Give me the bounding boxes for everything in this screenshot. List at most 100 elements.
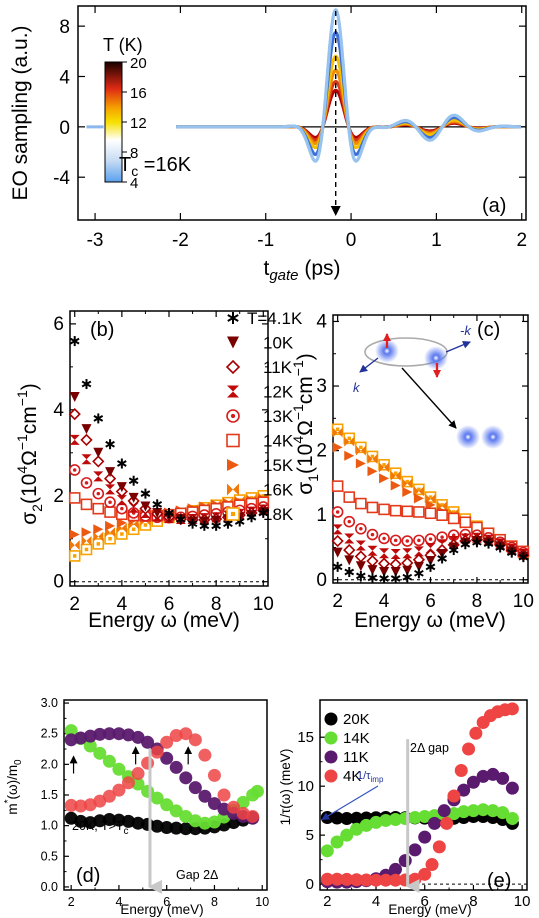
- point-18K-dot: [84, 547, 89, 552]
- cartoon-k-arrow: [359, 357, 379, 373]
- point-14K: [447, 512, 460, 525]
- y-tick-label: 4: [316, 311, 327, 332]
- point-T=4.1K: [175, 516, 186, 523]
- point-15K: [81, 527, 92, 538]
- point-4K: [179, 727, 193, 741]
- point-4K: [141, 756, 155, 770]
- legend-marker-0: [227, 314, 239, 322]
- point-12K: [355, 540, 366, 551]
- point-T=4.1K: [199, 522, 210, 530]
- point-18K-dot: [131, 527, 136, 532]
- point-11K: [476, 769, 490, 783]
- point-4K: [454, 764, 468, 778]
- point-16K: [413, 486, 424, 497]
- point-4.1K: [425, 563, 436, 571]
- point-4.1K: [332, 563, 343, 571]
- x-tick-label: 6: [164, 594, 175, 615]
- point-11K: [398, 854, 412, 868]
- point-13K-dot: [120, 506, 124, 511]
- colorbar-ticks: 4 8 12 16 20: [122, 55, 147, 192]
- point-15K: [425, 499, 436, 510]
- point-14K: [505, 812, 519, 826]
- point-14K: [198, 816, 212, 830]
- panel-c-ticks: 2 4 6 8 10 0 1 2 3 4: [316, 311, 534, 612]
- point-11K: [93, 727, 107, 741]
- point-4.1K: [495, 544, 505, 551]
- point-T=4.1K: [93, 415, 104, 422]
- point-4.1K: [460, 540, 471, 548]
- point-16K: [105, 527, 116, 538]
- point-14K: [457, 805, 471, 819]
- x-tick-label: 8: [211, 594, 222, 615]
- x-tick-label: 10: [253, 594, 274, 615]
- point-14K: [355, 497, 367, 510]
- point-18K-dot: [359, 445, 363, 450]
- point-4K: [160, 735, 174, 749]
- point-10K: [413, 561, 424, 572]
- point-4K: [379, 873, 393, 887]
- point-20K: [169, 821, 183, 835]
- legend-marker-2: [225, 359, 241, 375]
- point-14K: [408, 811, 422, 825]
- point-20K: [160, 820, 174, 834]
- panel-b-ylabel: σ2(104Ω−1cm−1): [14, 383, 45, 525]
- point-11K: [103, 472, 117, 485]
- point-13K-dot: [84, 481, 89, 485]
- y-tick-label: 0.5: [41, 849, 58, 863]
- point-4.1K: [402, 573, 413, 581]
- point-18K-dot: [451, 510, 456, 514]
- point-4K: [74, 799, 88, 813]
- point-4K: [462, 742, 476, 756]
- legend-marker-1: [227, 336, 239, 349]
- point-11K: [169, 760, 183, 774]
- point-14K: [369, 815, 383, 829]
- point-4K: [198, 748, 212, 762]
- point-14K: [366, 501, 379, 514]
- point-11K: [68, 407, 81, 421]
- x-tick-label: 6: [425, 591, 436, 612]
- x-tick-label: 6: [421, 893, 429, 910]
- point-11K: [141, 735, 155, 749]
- point-18K-dot: [96, 542, 101, 546]
- point-15K: [69, 529, 80, 540]
- colorbar-tick-label: 12: [130, 115, 147, 132]
- panel-d-peak-arrows: [69, 746, 193, 774]
- point-14K: [389, 504, 402, 517]
- point-20K: [131, 816, 145, 830]
- point-14K: [131, 777, 145, 791]
- panel-e-impurity-arrow: [321, 785, 379, 821]
- point-13K-dot: [72, 468, 77, 472]
- x-tick-label: -3: [87, 230, 104, 251]
- panel-e-legend: 20K 14K 11K 4K: [324, 711, 370, 785]
- colorbar-tick-label: 20: [130, 55, 147, 72]
- panel-e-gap-label: 2Δ gap: [410, 741, 449, 755]
- point-11K: [207, 797, 221, 811]
- legend-marker-0: [324, 712, 338, 726]
- point-11K: [388, 862, 402, 876]
- y-tick-label: 0: [306, 876, 314, 893]
- point-4K: [188, 733, 202, 747]
- point-15K: [413, 493, 424, 504]
- legend-label-8: 18K: [263, 505, 294, 524]
- point-T=4.1K: [211, 522, 221, 530]
- legend-label-0: 20K: [343, 711, 370, 728]
- panel-d-gap-label: Gap 2Δ: [176, 868, 218, 882]
- point-12K: [413, 546, 424, 557]
- point-4K: [432, 840, 446, 854]
- panel-e-points: [320, 702, 519, 889]
- point-11K: [437, 804, 451, 818]
- point-10K: [93, 447, 104, 458]
- point-14K: [207, 815, 221, 829]
- point-4K: [340, 872, 354, 886]
- point-14K: [350, 822, 364, 836]
- x-tick-label: 4: [379, 591, 390, 612]
- panel-d-xlabel: Energy (meV): [120, 902, 203, 917]
- point-14K: [80, 498, 93, 511]
- point-T=4.1K: [234, 518, 245, 525]
- point-16K: [355, 445, 366, 456]
- point-20K: [74, 814, 88, 828]
- point-14K: [169, 804, 183, 818]
- point-14K: [424, 507, 437, 520]
